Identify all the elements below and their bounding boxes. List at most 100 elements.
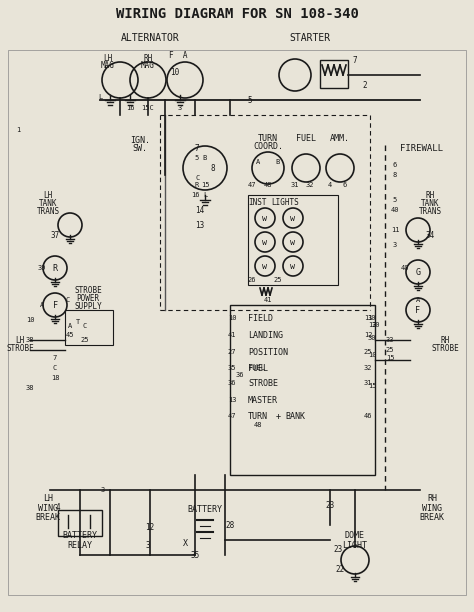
- Text: 16: 16: [126, 105, 134, 111]
- Text: 32: 32: [306, 182, 314, 188]
- Text: C: C: [66, 297, 70, 303]
- Text: 40: 40: [401, 265, 409, 271]
- Text: 5: 5: [248, 95, 252, 105]
- Text: +: +: [275, 411, 281, 420]
- Text: WIRING DIAGRAM FOR SN 108-340: WIRING DIAGRAM FOR SN 108-340: [116, 7, 358, 21]
- Text: 5: 5: [195, 155, 199, 161]
- Text: 33: 33: [386, 337, 394, 343]
- Text: WING: WING: [38, 504, 58, 512]
- Text: X: X: [182, 539, 188, 548]
- Text: BATTERY: BATTERY: [63, 531, 98, 540]
- Text: 18: 18: [51, 375, 59, 381]
- Text: DOME: DOME: [345, 531, 365, 540]
- Text: L: L: [203, 192, 207, 198]
- Text: TURN: TURN: [248, 411, 268, 420]
- Text: 22: 22: [336, 565, 345, 575]
- Text: TRANS: TRANS: [419, 206, 442, 215]
- Text: 38: 38: [26, 337, 34, 343]
- Text: 7: 7: [53, 355, 57, 361]
- Text: 30: 30: [372, 322, 381, 328]
- Text: A: A: [256, 159, 260, 165]
- Text: w: w: [263, 214, 267, 223]
- Text: 8: 8: [210, 163, 215, 173]
- Text: B: B: [276, 159, 280, 165]
- Text: 47: 47: [248, 182, 256, 188]
- Text: 3: 3: [101, 487, 105, 493]
- Text: TANK: TANK: [39, 198, 57, 207]
- Text: 2: 2: [363, 81, 367, 89]
- Text: A: A: [68, 323, 72, 329]
- Text: 34: 34: [425, 231, 435, 239]
- Text: F  A: F A: [169, 51, 187, 59]
- Text: 10: 10: [170, 67, 180, 76]
- Text: LIGHT: LIGHT: [343, 540, 367, 550]
- Text: 40: 40: [391, 207, 399, 213]
- Text: LIGHTS: LIGHTS: [271, 198, 299, 206]
- Text: L: L: [98, 94, 102, 100]
- Text: T: T: [76, 319, 80, 325]
- Text: 25: 25: [386, 347, 394, 353]
- Text: R: R: [53, 264, 57, 272]
- Text: A: A: [416, 297, 420, 303]
- Text: 37: 37: [50, 231, 60, 239]
- Text: 15: 15: [368, 383, 376, 389]
- Text: POSITION: POSITION: [248, 348, 288, 357]
- Text: R: R: [195, 182, 199, 188]
- Text: 7: 7: [353, 56, 357, 64]
- Text: B: B: [203, 155, 207, 161]
- Text: STROBE: STROBE: [74, 286, 102, 294]
- Text: 6: 6: [343, 182, 347, 188]
- Text: 11: 11: [364, 315, 372, 321]
- Text: 15: 15: [386, 355, 394, 361]
- Text: 23: 23: [333, 545, 343, 554]
- Text: RELAY: RELAY: [67, 540, 92, 550]
- Text: 12: 12: [368, 322, 376, 328]
- Text: 46: 46: [364, 413, 372, 419]
- Text: 31: 31: [364, 380, 372, 386]
- Text: RH: RH: [425, 190, 435, 200]
- Text: 35: 35: [228, 365, 236, 371]
- Text: 7: 7: [195, 143, 199, 152]
- Text: STROBE: STROBE: [248, 378, 278, 387]
- Text: 25: 25: [274, 277, 282, 283]
- Text: TANK: TANK: [421, 198, 439, 207]
- Text: F: F: [416, 305, 420, 315]
- Text: FUEL: FUEL: [248, 365, 265, 371]
- Text: 41: 41: [228, 332, 236, 338]
- Text: C: C: [196, 175, 200, 181]
- Text: RH: RH: [143, 53, 153, 62]
- Text: 10: 10: [26, 317, 34, 323]
- Text: LH: LH: [43, 493, 53, 502]
- Text: 4: 4: [55, 502, 60, 512]
- Text: WING: WING: [422, 504, 442, 512]
- Text: F: F: [53, 300, 57, 310]
- Text: 39: 39: [38, 265, 46, 271]
- Text: STROBE: STROBE: [6, 343, 34, 353]
- Bar: [320, 60, 348, 88]
- Text: MASTER: MASTER: [248, 395, 278, 405]
- Text: 15: 15: [201, 182, 209, 188]
- Text: w: w: [291, 214, 295, 223]
- Text: 13: 13: [195, 220, 205, 230]
- Text: SUPPLY: SUPPLY: [74, 302, 102, 310]
- Text: 15C: 15C: [142, 105, 155, 111]
- Bar: [230, 305, 375, 475]
- Text: 10: 10: [368, 352, 376, 358]
- Text: RH: RH: [440, 335, 450, 345]
- Text: MAG: MAG: [101, 61, 115, 70]
- Text: FIREWALL: FIREWALL: [400, 143, 443, 152]
- Text: 11: 11: [391, 227, 399, 233]
- Text: 3: 3: [178, 105, 182, 111]
- Text: A: A: [40, 302, 44, 308]
- Text: 25: 25: [81, 337, 89, 343]
- Text: LH: LH: [103, 53, 113, 62]
- Text: 30: 30: [368, 335, 376, 341]
- Text: FUEL: FUEL: [296, 133, 316, 143]
- Bar: [8, 50, 466, 595]
- Text: 31: 31: [291, 182, 299, 188]
- Bar: [248, 195, 338, 285]
- Text: 25: 25: [364, 349, 372, 355]
- Text: 36: 36: [236, 372, 244, 378]
- Text: w: w: [291, 261, 295, 271]
- Text: 8: 8: [393, 172, 397, 178]
